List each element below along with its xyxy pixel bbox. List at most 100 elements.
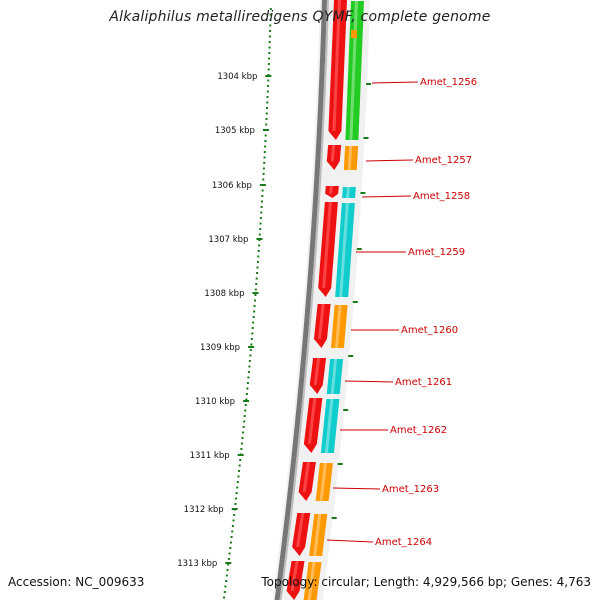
ruler-dot — [264, 145, 267, 148]
cog-bar-shine — [324, 399, 334, 453]
gene-leader-line — [365, 159, 414, 162]
ruler-dot — [225, 574, 228, 577]
ruler-dot — [233, 514, 236, 516]
ruler-dot — [243, 415, 246, 417]
cog-bar — [330, 305, 348, 348]
ruler-dot — [269, 30, 272, 32]
ruler-dot — [224, 585, 227, 588]
ruler-dot — [238, 470, 241, 472]
ruler-tick — [262, 129, 269, 131]
feature-tick — [366, 83, 372, 85]
cog-bar — [326, 359, 344, 394]
cog-bar — [342, 187, 356, 198]
gene-label: Amet_1263 — [382, 484, 439, 495]
ruler-dot — [268, 46, 271, 49]
gene-label: Amet_1264 — [375, 537, 432, 548]
ruler-tick — [259, 184, 266, 186]
ruler-dot — [241, 437, 244, 439]
ruler-tick — [243, 400, 250, 402]
ruler-dotted-line — [223, 8, 272, 599]
ruler-dot — [264, 140, 267, 142]
ruler-tick — [231, 508, 238, 510]
ruler-dot — [227, 558, 230, 560]
feature-tick — [363, 137, 369, 139]
ruler-dot — [225, 580, 228, 582]
ruler-dot — [262, 173, 265, 175]
ruler-label: 1310 kbp — [195, 397, 235, 407]
feature-tick — [331, 517, 337, 519]
ruler-dot — [263, 156, 266, 159]
ruler-label: 1311 kbp — [190, 451, 230, 461]
ruler-dot — [253, 299, 256, 302]
ruler-label: 1305 kbp — [215, 126, 255, 136]
ruler-dot — [256, 272, 259, 274]
ruler-dot — [268, 35, 271, 38]
ruler-label: 1313 kbp — [177, 559, 217, 569]
feature-tick — [343, 409, 349, 411]
ruler-dot — [223, 596, 226, 599]
ruler-dot — [229, 541, 232, 544]
ruler-dot — [246, 382, 249, 384]
ruler-dot — [247, 376, 250, 379]
ruler-tick — [237, 454, 244, 456]
cds-arrow-shine — [322, 202, 332, 288]
ruler-dot — [266, 101, 269, 104]
ruler-dot — [230, 536, 233, 538]
genome-summary-text: Topology: circular; Length: 4,929,566 bp… — [261, 575, 591, 589]
gene-label: Amet_1261 — [395, 377, 452, 388]
ruler-dot — [266, 107, 269, 109]
ruler-dot — [264, 134, 267, 137]
ruler-dot — [251, 327, 254, 329]
ruler-dot — [265, 118, 268, 120]
cog-bar — [343, 146, 359, 170]
ruler-dot — [259, 228, 262, 230]
ruler-dot — [238, 464, 241, 467]
ruler-dot — [268, 52, 271, 54]
ruler-dot — [261, 195, 264, 197]
ruler-dot — [248, 360, 251, 362]
ruler-dot — [267, 68, 270, 71]
ruler-dot — [253, 305, 256, 307]
ruler-label: 1306 kbp — [212, 181, 252, 191]
ruler-dot — [266, 90, 269, 93]
ruler-dot — [250, 343, 253, 346]
cog-bar — [351, 30, 357, 38]
ruler-label: 1308 kbp — [204, 289, 244, 299]
ruler-dot — [255, 283, 258, 285]
accession-text: Accession: NC_009633 — [8, 575, 145, 589]
ruler-dot — [232, 519, 235, 522]
cds-arrow-shine — [313, 358, 321, 385]
ruler-label: 1309 kbp — [200, 343, 240, 353]
ruler-dot — [265, 112, 268, 115]
gene-labels: Amet_1256 Amet_1257 Amet_1258 Amet_1259 Amet… — [326, 77, 477, 548]
ruler-dot — [259, 222, 262, 225]
ruler-dot — [259, 217, 262, 219]
cog-bar-shine — [307, 562, 316, 600]
ruler-tick — [225, 562, 232, 564]
ruler-tick — [256, 238, 263, 240]
ruler-dot — [247, 371, 250, 373]
cds-arrow-shine — [317, 304, 325, 339]
ruler-dot — [245, 393, 248, 395]
ruler-tick — [248, 346, 255, 348]
cog-bar-shine — [346, 187, 350, 198]
ruler-dot — [235, 492, 238, 494]
ruler-dot — [249, 354, 252, 357]
gene-label: Amet_1257 — [415, 155, 472, 166]
ruler-dot — [248, 365, 251, 368]
ruler-dot — [260, 200, 263, 203]
ruler-dot — [268, 41, 271, 43]
gene-leader-line — [344, 380, 394, 383]
gene-leader-line — [361, 195, 412, 198]
ruler-dot — [227, 563, 230, 566]
cog-bar — [309, 514, 328, 556]
cog-bar — [320, 399, 340, 453]
ruler-dot — [255, 277, 258, 280]
backbone-line — [274, 0, 327, 600]
ruler-dot — [253, 310, 256, 313]
gene-label: Amet_1256 — [420, 77, 477, 88]
ruler-dot — [236, 486, 239, 489]
ruler-dot — [261, 189, 264, 192]
cog-bar — [315, 463, 333, 501]
